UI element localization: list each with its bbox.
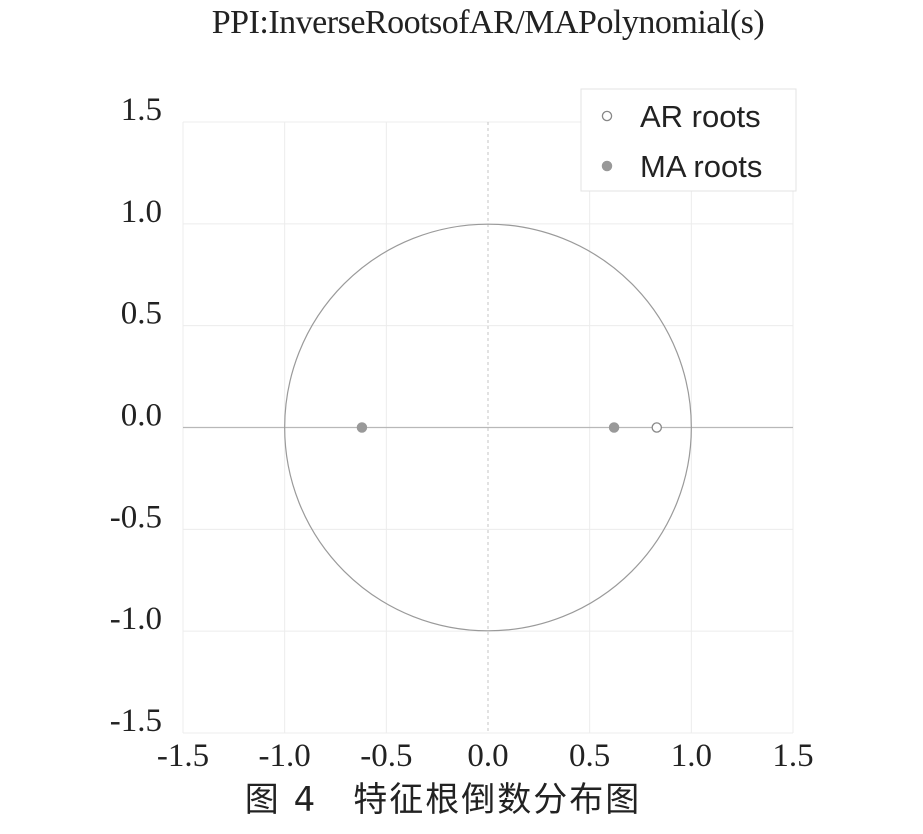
x-tick-label: 1.0 xyxy=(671,738,712,774)
legend-ma-marker xyxy=(601,160,613,172)
x-tick-label: 0.5 xyxy=(569,738,610,774)
y-tick-label: 1.5 xyxy=(121,92,162,128)
y-tick-label: -0.5 xyxy=(110,499,162,535)
unit-circle xyxy=(284,223,692,632)
y-tick-labels: 1.5 1.0 0.5 0.0 -0.5 -1.0 -1.5 xyxy=(110,92,162,739)
chart-title: PPI:InverseRootsofAR/MAPolynomial(s) xyxy=(211,4,765,41)
legend-label: AR roots xyxy=(640,99,761,134)
x-tick-label: -1.0 xyxy=(259,738,311,774)
ar-root-point xyxy=(651,422,663,433)
x-tick-label: -1.5 xyxy=(157,738,209,774)
y-tick-label: 0.5 xyxy=(121,296,162,332)
y-tick-label: -1.0 xyxy=(110,601,162,637)
ma-root-point xyxy=(356,422,368,433)
figure-caption: 图 4 特征根倒数分布图 xyxy=(244,780,642,820)
legend-box xyxy=(580,88,797,192)
y-tick-label: 0.0 xyxy=(121,398,162,434)
y-tick-label: -1.5 xyxy=(110,703,162,739)
zero-axes xyxy=(183,122,793,733)
legend-ar-marker xyxy=(601,110,613,122)
ma-root-point xyxy=(608,422,620,433)
x-tick-labels: -1.5 -1.0 -0.5 0.0 0.5 1.0 1.5 xyxy=(157,738,814,774)
x-tick-label: 0.0 xyxy=(467,738,508,774)
x-tick-label: 1.5 xyxy=(772,738,813,774)
legend-label: MA roots xyxy=(640,149,762,184)
x-tick-label: -0.5 xyxy=(360,738,412,774)
root-points xyxy=(356,422,663,433)
y-tick-label: 1.0 xyxy=(121,194,162,230)
legend: AR roots MA roots xyxy=(580,88,797,192)
